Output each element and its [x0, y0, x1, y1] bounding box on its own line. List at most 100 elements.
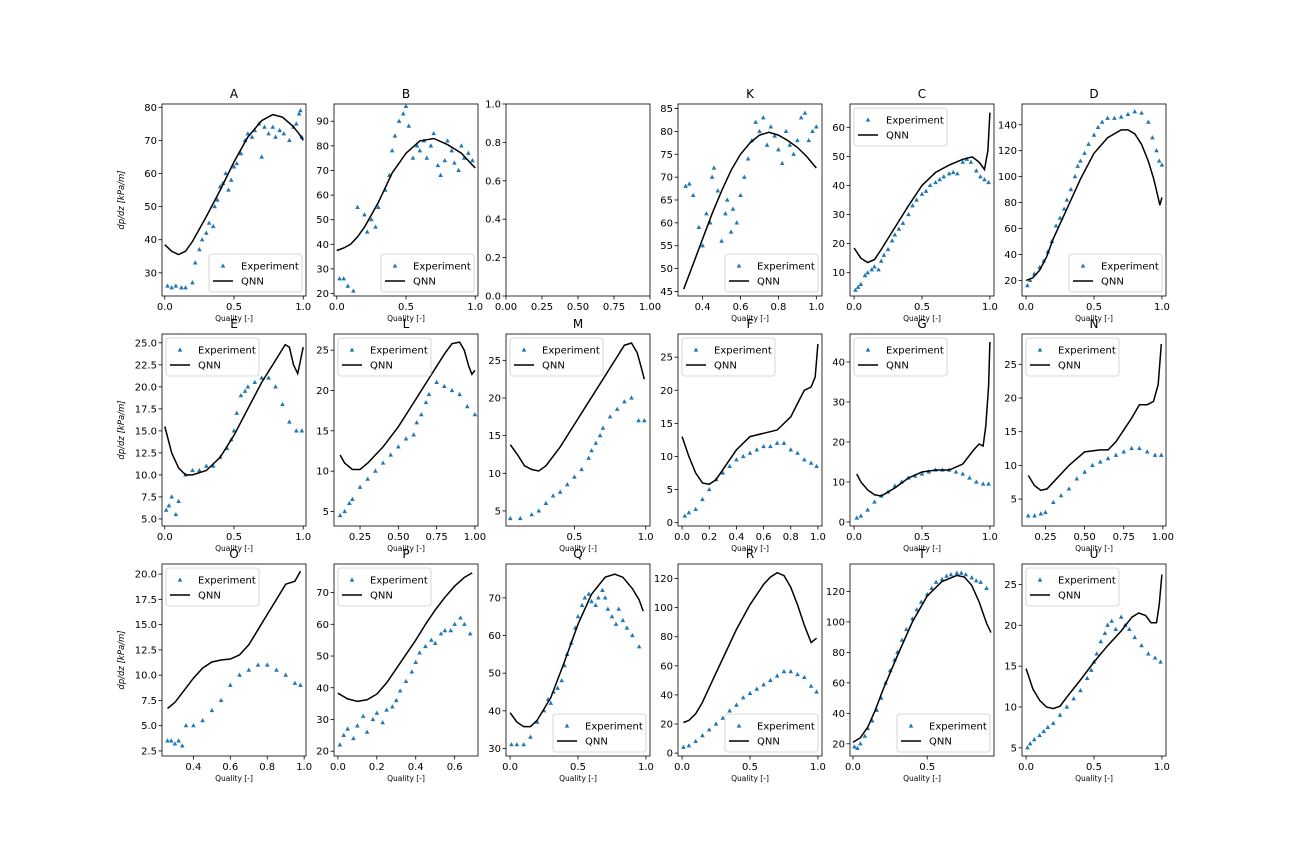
experiment-point	[345, 726, 350, 731]
experiment-point	[630, 632, 635, 638]
experiment-point	[165, 738, 170, 743]
experiment-point	[449, 148, 454, 153]
experiment-point	[788, 669, 794, 674]
experiment-point	[543, 500, 549, 506]
experiment-point	[929, 585, 934, 590]
legend: Experiment QNN	[1068, 253, 1163, 293]
y-tick-label: 5	[1011, 743, 1017, 754]
x-tick-label: 1.0	[810, 532, 826, 543]
experiment-point	[1146, 651, 1151, 656]
experiment-point	[885, 246, 891, 252]
experiment-point	[389, 148, 395, 153]
experiment-point	[406, 123, 412, 128]
legend-experiment-label: Experiment	[1058, 346, 1116, 357]
legend-experiment-label: Experiment	[886, 346, 944, 357]
axes-frame	[505, 103, 651, 297]
experiment-point	[1127, 626, 1132, 631]
experiment-point	[238, 393, 244, 398]
experiment-point	[234, 410, 240, 415]
y-tick-label: 30	[144, 268, 157, 279]
experiment-point	[795, 671, 800, 677]
experiment-point	[467, 631, 473, 636]
qnn-line	[1027, 344, 1163, 492]
legend-experiment-label: Experiment	[714, 346, 772, 357]
y-tick-label: 0.6	[485, 176, 501, 187]
qnn-line	[1025, 574, 1163, 710]
experiment-point	[1095, 124, 1101, 129]
experiment-point	[448, 628, 454, 633]
experiment-point	[686, 743, 692, 748]
experiment-point	[978, 579, 983, 584]
qnn-line	[337, 572, 473, 703]
x-tick-label: 1.00	[639, 302, 661, 313]
experiment-point	[1156, 158, 1162, 163]
experiment-point	[223, 170, 228, 176]
experiment-point	[723, 211, 728, 216]
experiment-point	[1043, 509, 1048, 515]
experiment-point	[183, 723, 189, 728]
y-tick-label: 10	[316, 467, 329, 478]
experiment-point	[459, 143, 464, 148]
x-tick-label: 0.00	[495, 302, 517, 313]
y-tick-label: 20.0	[135, 570, 157, 581]
x-tick-label: 0.5	[1086, 302, 1102, 313]
x-tick-label: 1.0	[810, 762, 826, 773]
experiment-point	[266, 131, 271, 136]
subplot-title: O	[229, 547, 238, 561]
experiment-point	[228, 682, 233, 687]
experiment-point	[428, 637, 434, 642]
experiment-point	[779, 160, 785, 166]
experiment-point	[896, 226, 902, 231]
y-tick-label: 5.0	[141, 514, 157, 525]
experiment-point	[273, 384, 278, 389]
experiment-point	[772, 133, 777, 138]
y-tick-label: 15.0	[135, 426, 157, 437]
y-tick-label: 2.5	[141, 746, 157, 757]
y-tick-label: 75	[660, 150, 673, 161]
x-tick-label: 0.5	[742, 762, 758, 773]
experiment-point	[342, 508, 348, 514]
experiment-point	[609, 614, 615, 619]
experiment-point	[234, 160, 240, 166]
experiment-point	[869, 718, 875, 723]
experiment-point	[727, 708, 732, 713]
experiment-point	[565, 481, 570, 487]
experiment-point	[597, 433, 603, 438]
experiment-point	[939, 576, 945, 581]
experiment-point	[747, 690, 753, 696]
experiment-point	[172, 741, 178, 746]
y-tick-label: 25.0	[135, 338, 157, 349]
experiment-point	[963, 572, 969, 577]
subplot-title: G	[917, 317, 926, 331]
experiment-point	[1064, 704, 1070, 709]
legend-experiment-marker	[1037, 347, 1043, 352]
y-tick-label: 80	[660, 632, 673, 643]
experiment-point	[1032, 513, 1037, 518]
experiment-point	[738, 192, 743, 198]
experiment-point	[1118, 114, 1124, 119]
subplot-title: E	[230, 317, 238, 331]
experiment-point	[854, 515, 860, 520]
x-tick-label: 0.2	[701, 532, 717, 543]
experiment-point	[231, 428, 237, 433]
experiment-point	[855, 745, 860, 750]
experiment-point	[252, 379, 258, 385]
legend-box	[208, 253, 303, 293]
experiment-point	[341, 276, 346, 281]
experiment-point	[231, 164, 237, 169]
experiment-point	[277, 127, 282, 133]
experiment-point	[742, 174, 747, 179]
experiment-point	[681, 744, 686, 749]
experiment-point	[464, 404, 470, 409]
subplot-E: 0.0 0.5 1.0 5.0 7.5 10.0 12.5 15.0 17.5 20.0 22.5 2…	[117, 317, 311, 553]
x-tick-label: 0.4	[408, 762, 424, 773]
y-tick-label: 100	[826, 617, 845, 628]
experiment-point	[946, 171, 952, 176]
experiment-point	[858, 281, 864, 286]
experiment-point	[449, 387, 455, 393]
experiment-point	[215, 197, 220, 202]
y-tick-label: 0.4	[485, 215, 501, 226]
experiment-point	[720, 470, 726, 475]
legend: Experiment QNN	[165, 337, 260, 377]
